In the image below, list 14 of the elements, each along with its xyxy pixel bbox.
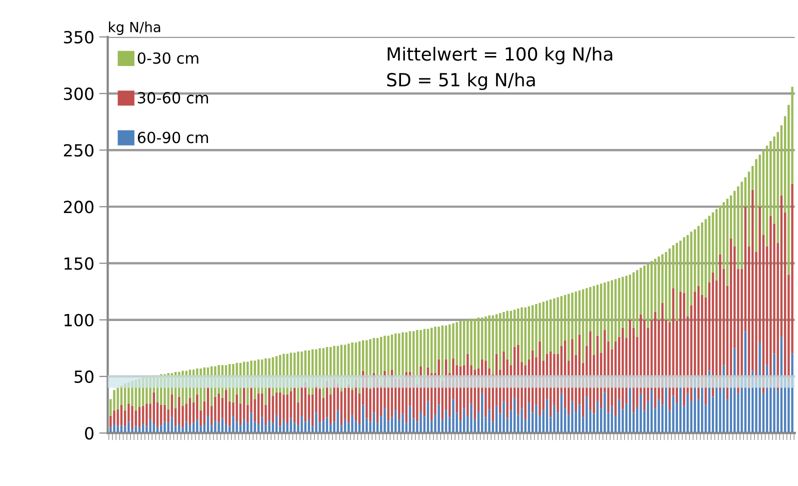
y-tick-label: 350 [64, 30, 94, 44]
y-tick-label: 100 [64, 314, 94, 326]
legend-label: 60-90 cm [138, 132, 208, 144]
y-tick-label: 50 [74, 370, 94, 384]
annotation: Mittelwert = 100 kg N/ha [388, 46, 612, 64]
y-tick-label: 300 [64, 87, 94, 100]
y-tick-label: 200 [64, 200, 94, 214]
legend-label: 30-60 cm [138, 92, 208, 104]
y-tick-label: 250 [64, 144, 94, 157]
y-axis-title: kg N/ha [108, 22, 160, 35]
annotation: SD = 51 kg N/ha [387, 72, 535, 90]
y-tick-label: 0 [85, 426, 94, 440]
legend-label: 0-30 cm [138, 52, 198, 64]
y-tick-label: 150 [64, 257, 94, 270]
